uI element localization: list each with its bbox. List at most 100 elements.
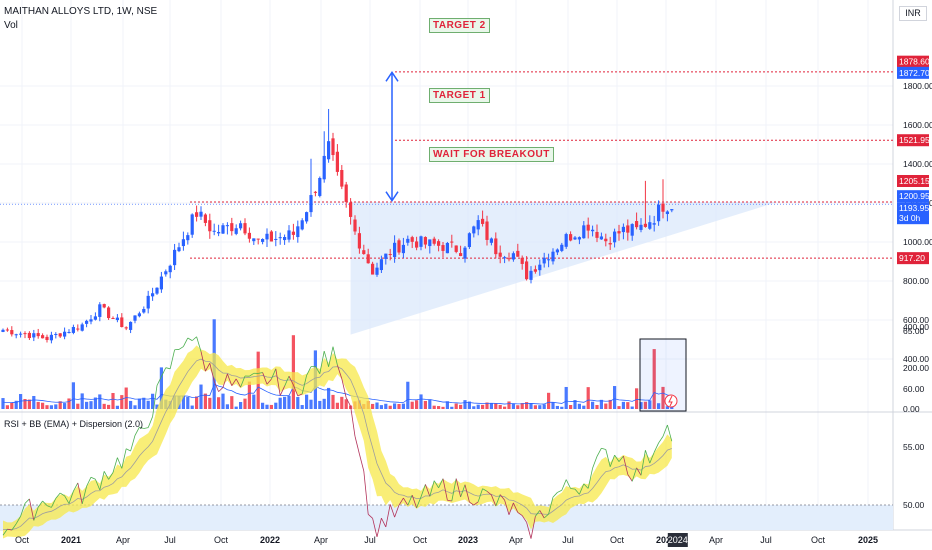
volume-bar — [151, 393, 155, 409]
rsi-segment — [306, 366, 312, 376]
rsi-segment — [447, 499, 452, 502]
volume-label: Vol — [4, 20, 18, 31]
candle-body — [538, 264, 542, 271]
candle-body — [36, 333, 40, 337]
time-tick-label: Jul — [364, 535, 376, 545]
candle-body — [467, 233, 471, 248]
rsi-segment — [235, 378, 241, 388]
candle-body — [423, 237, 427, 245]
candle-body — [269, 231, 273, 242]
rsi-segment — [354, 436, 360, 455]
rsi-segment — [464, 484, 470, 503]
volume-bar — [626, 402, 630, 409]
rsi-segment — [407, 494, 413, 506]
rsi-segment — [77, 482, 83, 504]
candle-body — [639, 224, 643, 230]
candle-body — [415, 241, 419, 248]
candle-body — [190, 214, 194, 235]
rsi-segment — [614, 454, 620, 462]
rsi-segment — [200, 351, 206, 372]
volume-bar — [393, 403, 397, 409]
candle-body — [476, 220, 480, 230]
rsi-segment — [126, 448, 131, 452]
price-tick-label: 600.00 — [903, 315, 929, 325]
candle-body — [45, 336, 49, 341]
rsi-segment — [266, 378, 272, 385]
rsi-segment — [473, 501, 479, 506]
volume-bar — [437, 406, 441, 409]
rsi-segment — [363, 470, 369, 515]
rsi-segment — [108, 472, 114, 480]
volume-bar — [476, 404, 480, 409]
candle-body — [120, 317, 124, 327]
rsi-segment — [491, 494, 497, 507]
volume-tick-label: 400.00 — [903, 322, 929, 332]
candle-body — [410, 237, 414, 242]
volume-bar — [507, 401, 511, 409]
volume-bar — [155, 404, 159, 409]
rsi-segment — [499, 494, 505, 501]
rsi-segment — [653, 442, 659, 453]
volume-bar — [657, 403, 661, 409]
volume-bar — [208, 397, 212, 409]
support-tag: 917.20 — [899, 253, 925, 263]
target1-tag: 1521.95 — [899, 135, 930, 145]
candle-body — [256, 238, 260, 240]
volume-bar — [111, 392, 115, 409]
volume-bar — [410, 401, 414, 409]
volume-bar — [300, 405, 304, 409]
volume-bar — [582, 405, 586, 409]
candle-body — [661, 203, 665, 212]
current-time-label: 2024 — [668, 535, 688, 545]
rsi-segment — [513, 502, 519, 513]
volume-bar — [599, 399, 603, 409]
candle-body — [291, 231, 295, 235]
rsi-segment — [46, 505, 52, 508]
arrow-head-top — [385, 70, 399, 82]
volume-bar — [221, 393, 225, 409]
candle-body — [366, 254, 370, 264]
volume-bar — [124, 387, 128, 409]
rsi-segment — [596, 448, 602, 457]
rsi-segment — [482, 488, 488, 492]
candle-body — [344, 184, 348, 202]
rsi-segment — [196, 336, 202, 352]
rsi-segment — [649, 452, 655, 464]
volume-bar — [335, 402, 339, 409]
volume-bar — [560, 406, 564, 409]
horizontal-levels — [0, 71, 893, 259]
volume-bar — [107, 404, 111, 409]
volume-bar — [225, 404, 229, 409]
rsi-segment — [332, 346, 338, 366]
volume-bar — [415, 400, 419, 409]
rsi-segment — [205, 363, 211, 372]
candle-body — [173, 249, 177, 266]
candle-body — [454, 245, 458, 252]
currency-button[interactable]: INR — [899, 6, 927, 21]
candle-body — [428, 239, 432, 247]
volume-bar — [45, 405, 49, 409]
candle-body — [76, 328, 80, 330]
volume-bar — [547, 392, 551, 409]
rsi-segment — [605, 449, 611, 467]
volume-highlight-box — [639, 338, 687, 412]
candle-body — [261, 239, 265, 242]
volume-bar — [1, 398, 5, 409]
volume-bar — [652, 349, 656, 409]
volume-bar — [54, 404, 58, 409]
time-tick-label: 2024 — [656, 535, 676, 545]
candle-body — [494, 238, 498, 255]
volume-bar — [71, 382, 75, 409]
volume-bar — [397, 404, 401, 409]
rsi-segment — [451, 478, 457, 502]
candle-body — [670, 209, 674, 211]
bb-band — [3, 345, 672, 539]
volume-bar — [344, 399, 348, 409]
candle-body — [19, 333, 23, 335]
volume-bar — [445, 401, 449, 409]
volume-bar — [67, 398, 71, 409]
candle-body — [146, 295, 150, 309]
rsi-segment — [297, 393, 303, 397]
rsi-segment — [561, 479, 567, 491]
